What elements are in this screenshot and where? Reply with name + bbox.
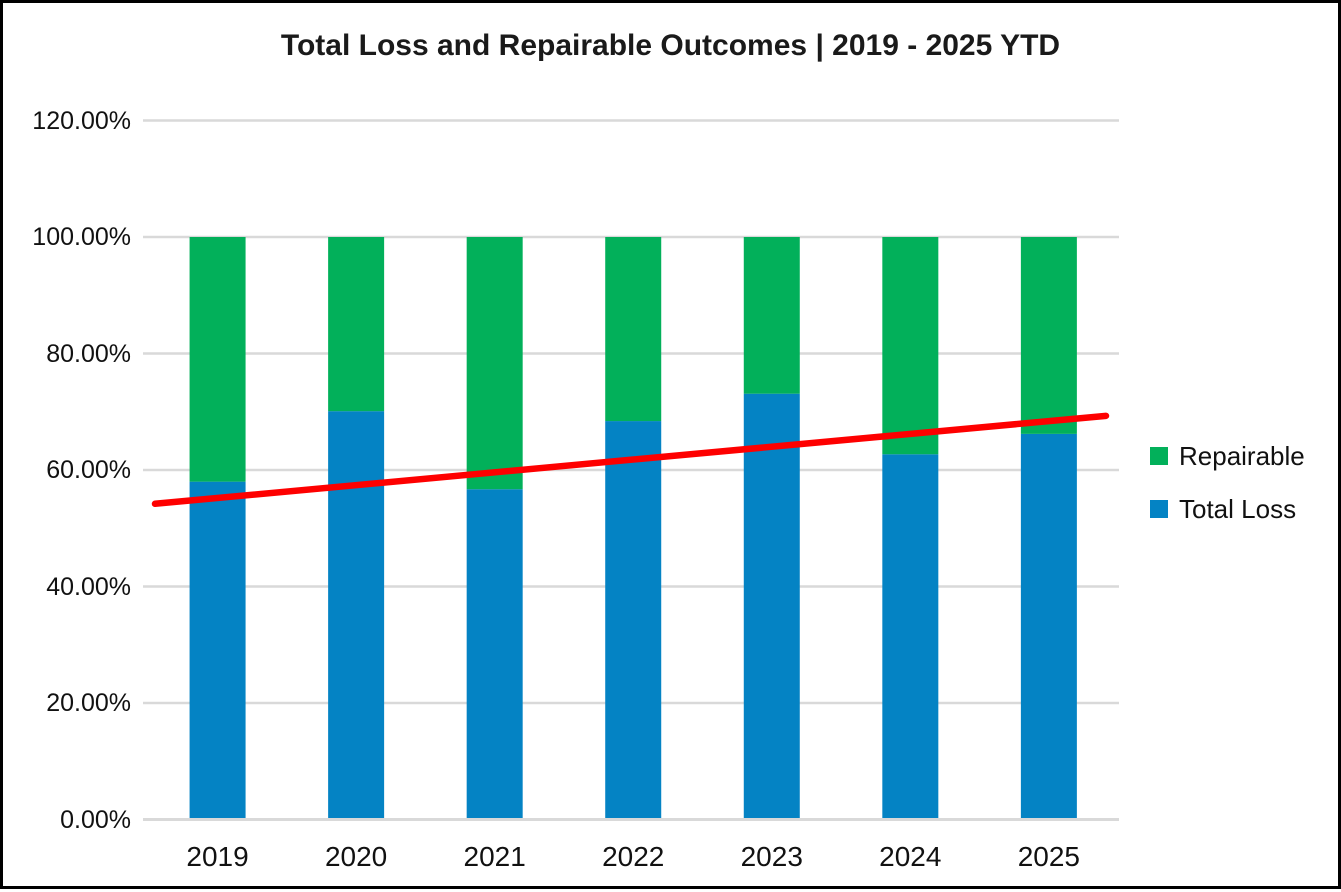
legend-item-total-loss[interactable]: Total Loss <box>1150 494 1305 524</box>
bar-segment-repairable-2022[interactable] <box>605 237 662 422</box>
x-axis-label-2025: 2025 <box>1017 841 1081 872</box>
chart-title: Total Loss and Repairable Outcomes | 201… <box>280 29 1061 62</box>
bar-segment-repairable-2025[interactable] <box>1020 237 1077 434</box>
bar-segment-total-loss-2024[interactable] <box>882 454 939 820</box>
bar-segment-total-loss-2025[interactable] <box>1020 433 1077 820</box>
bar-segment-total-loss-2021[interactable] <box>466 489 523 820</box>
bar-segment-repairable-2021[interactable] <box>466 237 523 490</box>
bar-segment-total-loss-2023[interactable] <box>743 393 800 820</box>
legend-item-repairable[interactable]: Repairable <box>1150 441 1305 471</box>
trendline[interactable] <box>151 412 1110 508</box>
y-axis-label: 0.00% <box>60 805 131 834</box>
bar-segment-repairable-2020[interactable] <box>328 237 385 412</box>
bar-segment-total-loss-2022[interactable] <box>605 421 662 820</box>
x-axis-label-2023: 2023 <box>740 841 803 872</box>
bar-segment-total-loss-2020[interactable] <box>328 411 385 820</box>
x-axis-label-2024: 2024 <box>879 841 942 872</box>
bar-segment-total-loss-2019[interactable] <box>189 481 246 820</box>
x-axis-label-2022: 2022 <box>602 841 665 872</box>
total-loss-swatch-icon <box>1150 500 1168 518</box>
y-axis-label: 60.00% <box>46 456 131 484</box>
bar-segment-repairable-2019[interactable] <box>189 237 246 482</box>
y-axis-label: 120.00% <box>32 106 131 135</box>
legend-label-total-loss: Total Loss <box>1179 494 1297 524</box>
bar-segment-repairable-2024[interactable] <box>882 237 939 455</box>
x-axis-label-2020: 2020 <box>324 841 388 872</box>
bar-segment-repairable-2023[interactable] <box>743 237 800 394</box>
legend-label-repairable: Repairable <box>1179 441 1305 471</box>
legend: Repairable Total Loss <box>1150 441 1305 552</box>
y-axis-label: 40.00% <box>46 572 131 601</box>
x-axis-label-2021: 2021 <box>463 841 526 872</box>
y-axis-label: 20.00% <box>46 689 131 717</box>
y-axis-label: 100.00% <box>32 223 131 251</box>
y-axis-label: 80.00% <box>46 339 131 368</box>
x-axis-label-2019: 2019 <box>186 841 249 872</box>
plot-area <box>143 119 1119 821</box>
repairable-swatch-icon <box>1150 447 1168 465</box>
